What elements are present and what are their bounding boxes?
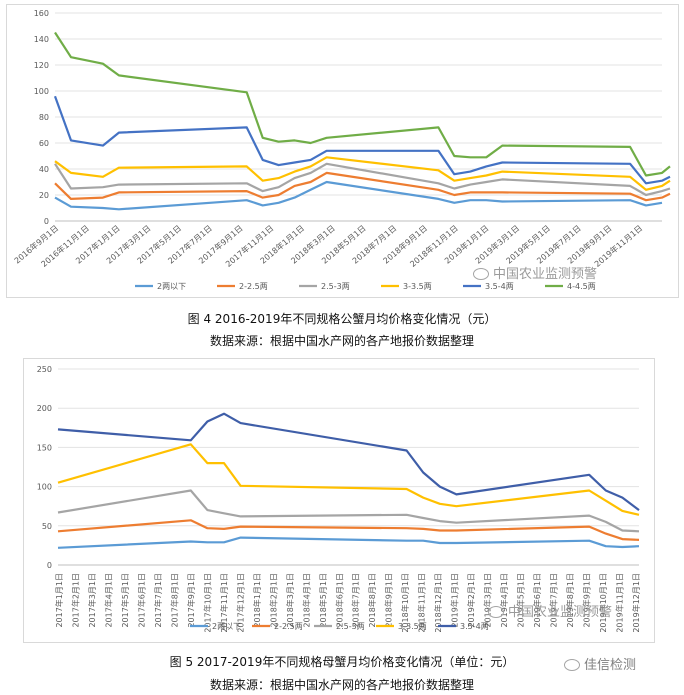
wechat-watermark-icon (488, 606, 504, 618)
chart-2-caption: 图 5 2017-2019年不同规格母蟹月均价格变化情况（单位：元） (169, 655, 515, 669)
x-tick-label: 2018年5月1日 (318, 573, 328, 628)
y-tick-label: 50 (42, 522, 52, 531)
y-tick-label: 150 (37, 443, 52, 452)
x-tick-label: 2019年4月1日 (499, 573, 509, 628)
x-tick-label: 2019年9月1日 (582, 573, 592, 628)
y-tick-label: 80 (39, 113, 49, 122)
x-tick-label: 2017年11月1日 (219, 573, 229, 633)
y-tick-label: 140 (34, 35, 49, 44)
legend-entry: 2两以下 (157, 282, 186, 291)
x-tick-label: 2018年6月1日 (334, 573, 344, 628)
y-tick-label: 0 (44, 217, 49, 226)
chart-1-plot: 0204060801001201401602016年9月1日2016年11月1日… (12, 9, 671, 291)
chart-1-caption: 图 4 2016-2019年不同规格公蟹月均价格变化情况（元） (187, 312, 497, 326)
legend-entry: 3.5-4两 (460, 622, 489, 631)
wechat-watermark-icon (473, 268, 489, 280)
x-tick-label: 2018年3月1日 (285, 573, 295, 628)
legend-entry: 2.5-3两 (336, 622, 365, 631)
y-tick-label: 200 (37, 404, 52, 413)
x-tick-label: 2019年2月1日 (466, 573, 476, 628)
legend-entry: 2-2.5两 (239, 282, 268, 291)
chart-2-watermark: 中国农业监测预警 (508, 605, 613, 620)
legend-entry: 3.5-4两 (485, 282, 514, 291)
x-tick-label: 2017年9月1日 (186, 573, 196, 628)
series-line (54, 162, 671, 197)
x-tick-label: 2017年7月1日 (153, 573, 163, 628)
y-tick-label: 60 (39, 139, 49, 148)
x-tick-label: 2017年5月1日 (120, 573, 130, 628)
chart-1-watermark: 中国农业监测预警 (493, 267, 598, 282)
series-line (53, 95, 671, 185)
series-line (54, 180, 663, 211)
legend-entry: 4-4.5两 (567, 282, 596, 291)
x-tick-label: 2018年8月1日 (367, 573, 377, 628)
series-line (57, 536, 640, 549)
legend-entry: 3-3.5两 (398, 622, 427, 631)
legend-entry: 3-3.5两 (403, 282, 432, 291)
male-crab-price-chart: 0 20 40 60 80 100 120 140 160 2016年9月1日 2016年11月1日… (6, 4, 679, 298)
series-line (57, 489, 640, 533)
x-tick-label: 2019年6月1日 (532, 573, 542, 628)
x-tick-label: 2018年11月1日 (417, 573, 427, 633)
x-tick-label: 2018年7月1日 (351, 573, 361, 628)
y-tick-label: 100 (37, 483, 52, 492)
y-tick-label: 120 (34, 61, 49, 70)
x-tick-label: 2018年4月1日 (301, 573, 311, 628)
series-line (57, 519, 640, 541)
x-tick-label: 2019年7月1日 (549, 573, 559, 628)
x-tick-label: 2017年6月1日 (136, 573, 146, 628)
female-crab-price-chart: 0 50 100 150 200 250 2017年1月1日 2017年2月1日 2017年3月… (23, 358, 655, 643)
y-tick-label: 160 (34, 9, 49, 18)
x-tick-label: 2019年3月1日 (483, 573, 493, 628)
x-tick-label: 2018年12月1日 (433, 573, 443, 633)
chart-1-source: 数据来源：根据中国水产网的各产地报价数据整理 (209, 334, 474, 348)
y-tick-label: 40 (39, 165, 49, 174)
chart-2-source: 数据来源：根据中国水产网的各产地报价数据整理 (209, 678, 474, 692)
y-tick-label: 20 (39, 191, 49, 200)
x-tick-label: 2019年10月1日 (598, 573, 608, 633)
y-tick-label: 250 (37, 365, 52, 374)
x-tick-label: 2017年10月1日 (202, 573, 212, 633)
x-tick-label: 2018年2月1日 (268, 573, 278, 628)
x-tick-label: 2018年9月1日 (384, 573, 394, 628)
x-tick-label: 2019年5月1日 (516, 573, 526, 628)
series-line (57, 443, 640, 516)
x-tick-label: 2017年3月1日 (87, 573, 97, 628)
series-line (54, 171, 671, 202)
x-tick-label: 2017年4月1日 (103, 573, 113, 628)
series-line (54, 31, 671, 177)
x-tick-label: 2019年8月1日 (565, 573, 575, 628)
x-tick-label: 2019年1月1日 (450, 573, 460, 628)
x-tick-label: 2019年12月1日 (631, 573, 641, 633)
jiaxin-watermark: 佳信检测 (584, 658, 637, 673)
x-tick-label: 2018年1月1日 (252, 573, 262, 628)
x-tick-label: 2019年11月1日 (615, 573, 625, 633)
x-tick-label: 2017年8月1日 (169, 573, 179, 628)
legend-entry: 2-2.5两 (274, 622, 303, 631)
x-tick-label: 2017年12月1日 (235, 573, 245, 633)
y-tick-label: 0 (47, 561, 52, 570)
chart-2-plot: 0 50 100 150 200 250 2017年1月1日 2017年2月1日 2017年3月… (37, 365, 641, 633)
wechat-watermark-icon (564, 659, 580, 671)
x-tick-label: 2017年1月1日 (54, 573, 64, 628)
legend-entry: 2.5-3两 (321, 282, 350, 291)
x-tick-label: 2018年10月1日 (400, 573, 410, 633)
x-tick-label: 2017年2月1日 (70, 573, 80, 628)
legend-entry: 2两以下 (212, 622, 241, 631)
series-line (57, 412, 640, 511)
y-tick-label: 100 (34, 87, 49, 96)
series-line (54, 156, 671, 191)
